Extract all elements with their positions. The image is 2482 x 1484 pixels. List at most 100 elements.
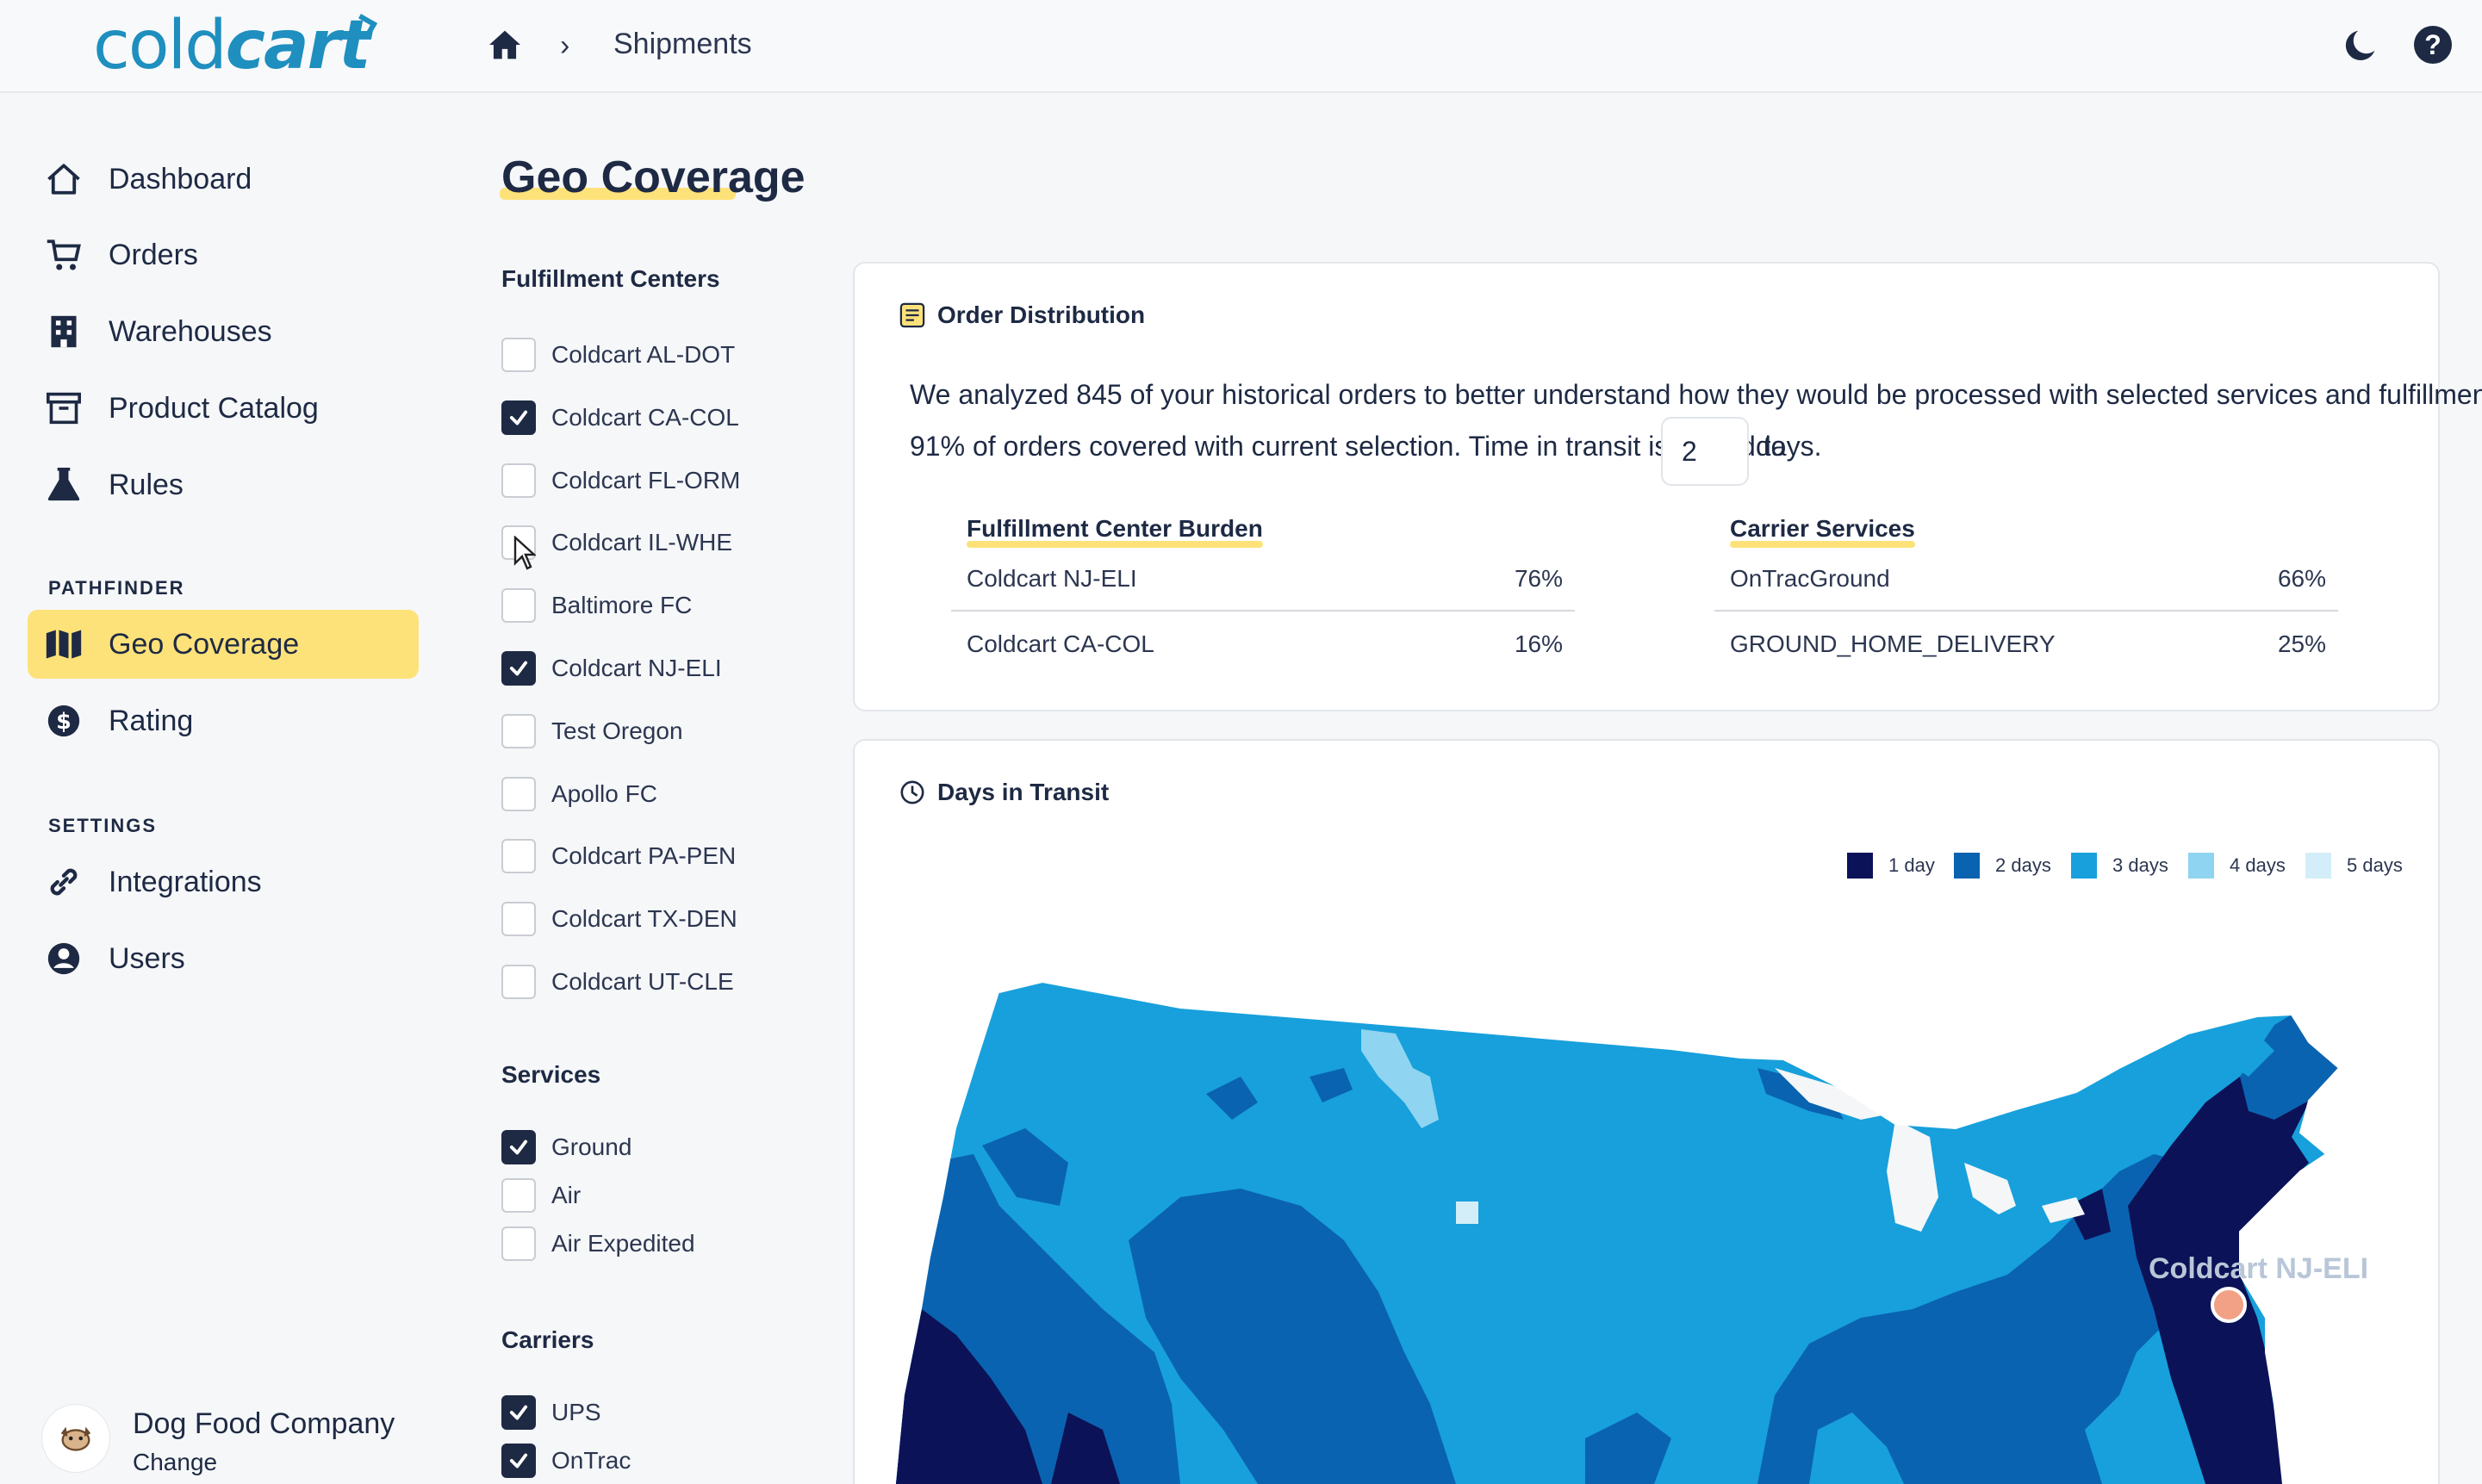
sidebar-item-rules[interactable]: Rules xyxy=(28,450,419,519)
cart-icon xyxy=(45,236,83,274)
sidebar-item-warehouses[interactable]: Warehouses xyxy=(28,297,419,366)
checkbox-unchecked[interactable] xyxy=(501,776,536,811)
transit-days-input[interactable] xyxy=(1661,417,1749,486)
fulfillment-center-checkbox-row[interactable]: Coldcart FL-ORM xyxy=(501,463,740,498)
clock-icon xyxy=(899,779,925,805)
checkbox-unchecked[interactable] xyxy=(501,965,536,999)
checkbox-unchecked[interactable] xyxy=(501,839,536,874)
fulfillment-center-checkbox-row[interactable]: Coldcart UT-CLE xyxy=(501,965,734,999)
fulfillment-center-checkbox-row[interactable]: Apollo FC xyxy=(501,776,657,811)
fulfillment-center-checkbox-row[interactable]: Coldcart NJ-ELI xyxy=(501,651,722,686)
checkbox-label: UPS xyxy=(551,1399,601,1425)
checkbox-label: Coldcart UT-CLE xyxy=(551,968,734,995)
checkbox-unchecked[interactable] xyxy=(501,713,536,748)
sidebar-item-label: Rating xyxy=(109,704,194,737)
check-icon xyxy=(509,1453,528,1468)
sidebar-item-product-catalog[interactable]: Product Catalog xyxy=(28,374,419,443)
sidebar-item-dashboard[interactable]: Dashboard xyxy=(28,145,419,214)
carrier-services-header: Carrier Services xyxy=(1730,515,1915,548)
top-bar: coldcart › Shipments ? xyxy=(0,0,2482,93)
check-icon xyxy=(509,661,528,676)
service-checkbox-row[interactable]: Air xyxy=(501,1178,581,1213)
days-in-transit-title: Days in Transit xyxy=(899,779,1109,806)
sidebar-item-label: Warehouses xyxy=(109,314,272,348)
sidebar-item-rating[interactable]: $ Rating xyxy=(28,686,419,755)
sidebar-item-label: Geo Coverage xyxy=(109,627,300,661)
check-icon xyxy=(509,1139,528,1155)
archive-icon xyxy=(45,389,83,427)
carrier-row-value: 66% xyxy=(2277,565,2326,592)
checkbox-label: Test Oregon xyxy=(551,717,683,744)
checkbox-checked[interactable] xyxy=(501,1444,536,1478)
sidebar-item-orders[interactable]: Orders xyxy=(28,220,419,289)
transit-days-suffix: days. xyxy=(1756,431,1822,462)
checkbox-unchecked[interactable] xyxy=(501,588,536,624)
account-change-link[interactable]: Change xyxy=(133,1449,218,1475)
sidebar-item-integrations[interactable]: Integrations xyxy=(28,848,419,916)
checkbox-unchecked[interactable] xyxy=(501,1178,536,1213)
checkbox-checked[interactable] xyxy=(501,1395,536,1430)
fulfillment-center-checkbox-row[interactable]: Coldcart CA-COL xyxy=(501,400,739,435)
checkbox-unchecked[interactable] xyxy=(501,902,536,937)
svg-text:$: $ xyxy=(56,709,72,735)
settings-section-label: SETTINGS xyxy=(48,815,158,836)
sidebar-item-users[interactable]: Users xyxy=(28,924,419,993)
home-icon xyxy=(45,160,83,198)
page-title: Geo Coverage xyxy=(500,152,806,202)
fulfillment-burden-header: Fulfillment Center Burden xyxy=(967,515,1263,548)
fulfillment-center-checkbox-row[interactable]: Test Oregon xyxy=(501,713,683,748)
checkbox-unchecked[interactable] xyxy=(501,338,536,372)
help-icon[interactable]: ? xyxy=(2414,26,2452,64)
legend-item-3-days: 3 days xyxy=(2071,853,2168,879)
carrier-checkbox-row[interactable]: UPS xyxy=(501,1395,601,1430)
carriers-title: Carriers xyxy=(501,1326,594,1353)
carrier-row-name: GROUND_HOME_DELIVERY xyxy=(1730,630,2056,657)
coldcart-logo[interactable]: coldcart xyxy=(93,7,378,84)
fulfillment-center-checkbox-row[interactable]: Coldcart TX-DEN xyxy=(501,902,737,937)
checkbox-label: Coldcart TX-DEN xyxy=(551,905,737,933)
legend-swatch xyxy=(2071,853,2097,879)
coverage-summary-text: 91% of orders covered with current selec… xyxy=(910,431,1787,462)
dark-mode-moon-icon[interactable] xyxy=(2342,26,2381,65)
checkbox-checked[interactable] xyxy=(501,1130,536,1164)
sidebar-item-label: Orders xyxy=(109,238,198,271)
map-fc-marker[interactable] xyxy=(2211,1287,2247,1323)
service-checkbox-row[interactable]: Air Expedited xyxy=(501,1226,695,1261)
flask-icon xyxy=(45,466,83,504)
checkbox-checked[interactable] xyxy=(501,651,536,686)
order-distribution-card xyxy=(853,262,2440,711)
checkbox-checked[interactable] xyxy=(501,400,536,435)
check-icon xyxy=(509,1405,528,1420)
services-title: Services xyxy=(501,1061,601,1088)
burden-row-value: 76% xyxy=(1514,565,1563,592)
checkbox-label: Coldcart FL-ORM xyxy=(551,466,741,494)
breadcrumb-current[interactable]: Shipments xyxy=(613,28,752,60)
legend-item-2-days: 2 days xyxy=(1954,853,2051,879)
map-fc-label: Coldcart NJ-ELI xyxy=(2149,1252,2369,1285)
legend-swatch xyxy=(2188,853,2214,879)
days-in-transit-map[interactable] xyxy=(896,947,2429,1484)
fulfillment-centers-title: Fulfillment Centers xyxy=(501,265,720,292)
order-distribution-title: Order Distribution xyxy=(899,301,1145,329)
carrier-checkbox-row[interactable]: OnTrac xyxy=(501,1444,631,1478)
checkbox-label: Coldcart IL-WHE xyxy=(551,529,733,556)
service-checkbox-row[interactable]: Ground xyxy=(501,1130,631,1164)
fulfillment-center-checkbox-row[interactable]: Coldcart PA-PEN xyxy=(501,839,737,874)
burden-row-name: Coldcart CA-COL xyxy=(967,630,1154,657)
checkbox-unchecked[interactable] xyxy=(501,463,536,498)
report-icon xyxy=(899,302,925,328)
checkbox-label: Coldcart CA-COL xyxy=(551,403,739,431)
checkbox-label: Ground xyxy=(551,1133,632,1160)
account-name: Dog Food Company xyxy=(133,1407,395,1440)
sidebar-item-geo-coverage[interactable]: Geo Coverage xyxy=(28,610,419,679)
carrier-row-value: 25% xyxy=(2277,630,2326,657)
checkbox-label: OnTrac xyxy=(551,1447,631,1474)
breadcrumb-home-icon[interactable] xyxy=(488,29,522,60)
fulfillment-center-checkbox-row[interactable]: Coldcart AL-DOT xyxy=(501,338,735,372)
checkbox-unchecked[interactable] xyxy=(501,1226,536,1261)
checkbox-label: Coldcart PA-PEN xyxy=(551,842,737,870)
fulfillment-center-checkbox-row[interactable]: Coldcart IL-WHE xyxy=(501,525,733,561)
breadcrumb-chevron-icon: › xyxy=(560,29,570,62)
fulfillment-center-checkbox-row[interactable]: Baltimore FC xyxy=(501,588,692,624)
dog-avatar-icon xyxy=(41,1404,110,1473)
